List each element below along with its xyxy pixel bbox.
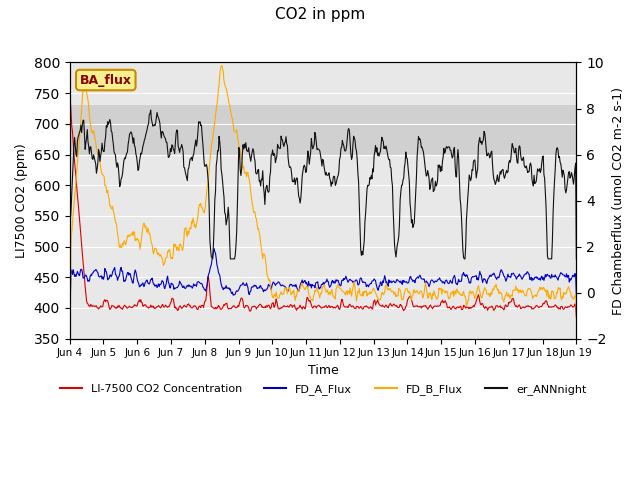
- Text: BA_flux: BA_flux: [80, 73, 132, 86]
- Bar: [70, 106, 577, 156]
- Y-axis label: LI7500 CO2 (ppm): LI7500 CO2 (ppm): [15, 143, 28, 258]
- Text: CO2 in ppm: CO2 in ppm: [275, 7, 365, 22]
- Y-axis label: FD Chamberflux (umol CO2 m-2 s-1): FD Chamberflux (umol CO2 m-2 s-1): [612, 86, 625, 314]
- X-axis label: Time: Time: [308, 364, 339, 377]
- Legend: LI-7500 CO2 Concentration, FD_A_Flux, FD_B_Flux, er_ANNnight: LI-7500 CO2 Concentration, FD_A_Flux, FD…: [55, 380, 591, 399]
